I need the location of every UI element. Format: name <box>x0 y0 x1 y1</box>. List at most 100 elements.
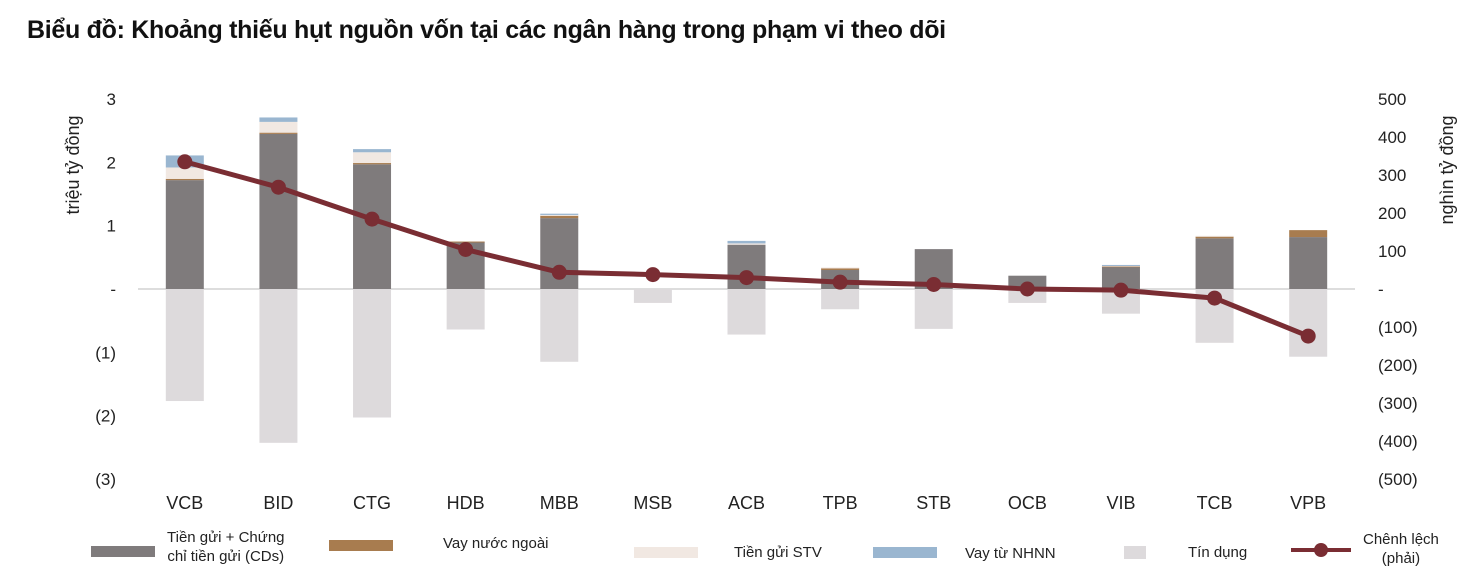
y-left-tick-label: 2 <box>107 153 116 172</box>
bar-deposits-ctg <box>353 164 392 289</box>
x-tick-label: STB <box>916 493 951 513</box>
bar-deposits-tcb <box>1195 238 1234 289</box>
legend-label-deposits-line2: chỉ tiền gửi (CDs) <box>167 548 285 565</box>
y-right-tick-label: 400 <box>1378 128 1406 147</box>
legend-label-foreign-loans: Vay nước ngoài <box>443 535 549 552</box>
legend-item-interbank: Tiền gửi STV <box>634 542 822 562</box>
bar-foreign-loans-vpb <box>1289 230 1328 238</box>
legend-swatch-gap <box>1291 543 1351 557</box>
bar-credit-acb <box>727 289 766 335</box>
bar-sbv-loans-bid <box>259 117 298 122</box>
legend-swatch-deposits <box>91 545 155 557</box>
legend-label-gap-line2: (phải) <box>1381 550 1421 567</box>
gap-point-tpb <box>832 274 848 290</box>
bar-credit-vcb <box>165 289 204 402</box>
legend-item-gap: Chênh lệch (phải) <box>1291 530 1439 568</box>
bar-foreign-loans-bid <box>259 132 298 134</box>
bar-deposits-bid <box>259 133 298 289</box>
legend-item-foreign-loans: Vay nước ngoài <box>329 535 549 553</box>
y-left-tick-label: (1) <box>95 343 116 362</box>
legend-label-deposits: Tiền gửi + Chứng chỉ tiền gửi (CDs) <box>167 528 285 566</box>
bar-sbv-loans-vib <box>1101 264 1140 266</box>
gap-point-vpb <box>1300 328 1316 344</box>
y-right-tick-label: 100 <box>1378 242 1406 261</box>
bar-credit-msb <box>633 289 672 303</box>
legend-label-interbank: Tiền gửi STV <box>734 544 822 561</box>
legend-label-deposits-line1: Tiền gửi + Chứng <box>167 529 285 546</box>
x-tick-label: VPB <box>1290 493 1326 513</box>
chart-legend: Tiền gửi + Chứng chỉ tiền gửi (CDs) Vay … <box>0 528 1482 588</box>
bar-credit-hdb <box>446 289 485 330</box>
x-tick-label: VCB <box>166 493 203 513</box>
y-right-tick-label: (500) <box>1378 470 1418 489</box>
bar-credit-stb <box>914 289 953 329</box>
bar-foreign-loans-ctg <box>353 163 392 165</box>
gap-point-mbb <box>551 264 567 280</box>
y-right-tick-label: (200) <box>1378 356 1418 375</box>
legend-label-sbv-loans: Vay từ NHNN <box>965 545 1056 562</box>
legend-item-sbv-loans: Vay từ NHNN <box>873 542 1056 563</box>
gap-point-msb <box>645 267 661 283</box>
x-tick-label: ACB <box>728 493 765 513</box>
gap-point-acb <box>739 270 754 286</box>
bar-foreign-loans-tpb <box>821 268 860 271</box>
x-tick-label: OCB <box>1008 493 1047 513</box>
bar-sbv-loans-mbb <box>540 213 579 215</box>
x-tick-label: HDB <box>447 493 485 513</box>
gap-point-ocb <box>1019 281 1035 297</box>
gap-point-vcb <box>177 154 193 170</box>
y-right-tick-label: 300 <box>1378 166 1406 185</box>
y-left-tick-label: 3 <box>107 90 116 109</box>
bar-credit-tpb <box>821 289 860 310</box>
bar-interbank-ctg <box>353 152 392 164</box>
bar-interbank-tcb <box>1195 235 1234 237</box>
bar-credit-vpb <box>1289 289 1328 357</box>
legend-label-gap-line1: Chênh lệch <box>1363 531 1439 548</box>
y-right-tick-label: (100) <box>1378 318 1418 337</box>
gap-point-tcb <box>1207 290 1223 306</box>
bar-foreign-loans-mbb <box>540 215 579 219</box>
y-right-tick-label: (400) <box>1378 432 1418 451</box>
bar-foreign-loans-tcb <box>1195 236 1234 239</box>
chart-title: Biểu đồ: Khoảng thiếu hụt nguồn vốn tại … <box>27 16 946 44</box>
x-tick-label: MSB <box>633 493 672 513</box>
bar-credit-ctg <box>353 289 392 418</box>
bar-foreign-loans-vib <box>1101 266 1140 268</box>
legend-label-credit: Tín dụng <box>1188 544 1248 561</box>
gap-point-hdb <box>458 242 474 258</box>
gap-point-vib <box>1113 282 1129 298</box>
y-left-tick-label: - <box>110 280 116 299</box>
x-tick-label: CTG <box>353 493 391 513</box>
y-left-tick-label: (3) <box>95 470 116 489</box>
bar-foreign-loans-vcb <box>165 178 204 181</box>
gap-point-ctg <box>364 211 380 227</box>
x-tick-label: BID <box>263 493 293 513</box>
legend-swatch-foreign-loans <box>329 540 393 551</box>
bar-deposits-vpb <box>1289 237 1328 289</box>
legend-swatch-sbv-loans <box>873 547 937 558</box>
y-right-axis-title: nghìn tỷ đồng <box>1437 115 1457 224</box>
x-tick-label: VIB <box>1106 493 1135 513</box>
legend-label-gap: Chênh lệch (phải) <box>1363 530 1439 568</box>
legend-item-deposits: Tiền gửi + Chứng chỉ tiền gửi (CDs) <box>91 529 285 566</box>
bar-sbv-loans-ctg <box>353 149 392 153</box>
y-right-tick-label: (300) <box>1378 394 1418 413</box>
bar-interbank-vib <box>1101 265 1140 267</box>
gap-point-bid <box>270 179 286 195</box>
chart-canvas: 3 2 1 - (1) (2) (3) 500 400 300 200 100 - (100) (200) (… <box>63 90 1457 513</box>
y-left-tick-label: (2) <box>95 407 116 426</box>
bar-interbank-acb <box>727 243 766 245</box>
bar-deposits-vib <box>1101 266 1140 289</box>
bar-credit-bid <box>259 289 298 443</box>
x-tick-label: TPB <box>823 493 858 513</box>
x-tick-label: TCB <box>1197 493 1233 513</box>
y-right-tick-label: - <box>1378 280 1384 299</box>
bar-interbank-vcb <box>165 167 204 179</box>
y-left-axis-title: triệu tỷ đồng <box>63 115 83 214</box>
x-tick-label: MBB <box>540 493 579 513</box>
y-right-tick-label: 200 <box>1378 204 1406 223</box>
legend-swatch-interbank <box>634 546 698 558</box>
bar-deposits-vcb <box>165 180 204 289</box>
bar-interbank-mbb <box>540 214 579 216</box>
bar-sbv-loans-acb <box>727 240 766 244</box>
